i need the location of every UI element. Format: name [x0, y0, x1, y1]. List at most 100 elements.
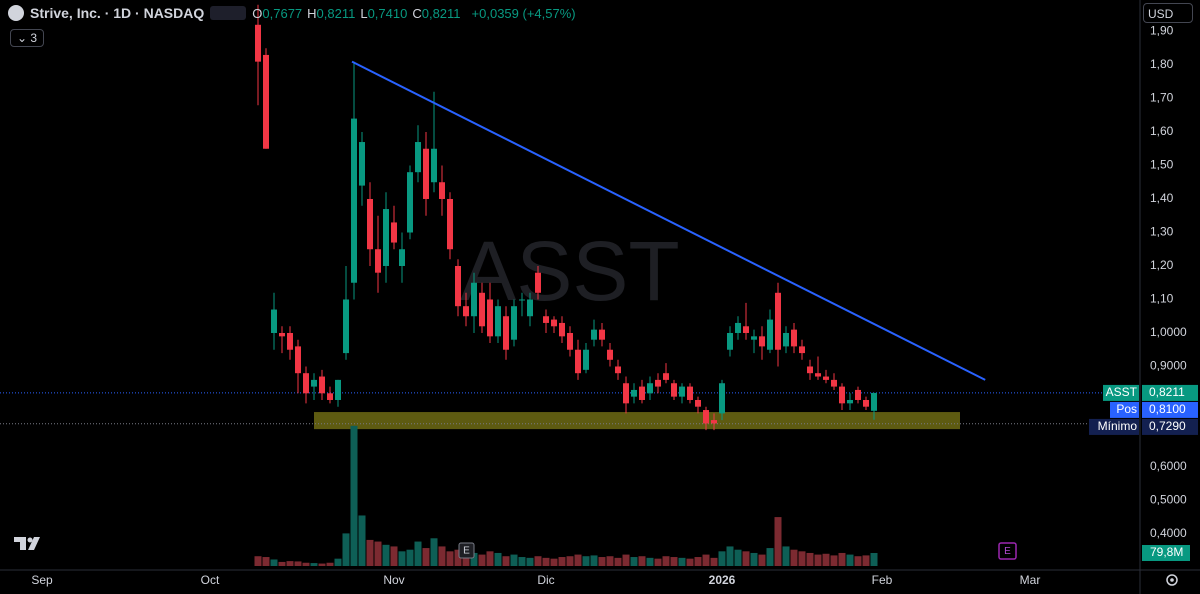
tag-name-box	[1089, 418, 1139, 435]
volume-bar	[862, 555, 870, 566]
candle-body	[839, 386, 845, 404]
x-tick-label: Sep	[31, 573, 53, 587]
candle-body	[287, 332, 293, 350]
candle-body	[503, 316, 509, 350]
y-tick-label: 1,50	[1150, 158, 1174, 172]
tag-value-box	[1142, 401, 1198, 418]
candle-body	[447, 198, 453, 250]
y-tick-label: 1,10	[1150, 292, 1174, 306]
candle-body	[423, 148, 429, 199]
volume-bar	[518, 557, 526, 566]
candle-body	[527, 299, 533, 317]
candle-body	[871, 392, 877, 411]
settings-icon[interactable]	[1166, 574, 1178, 586]
candle-body	[495, 306, 501, 337]
volume-bar	[390, 546, 398, 566]
y-tick-label: 0,9000	[1150, 359, 1187, 373]
candle-body	[671, 383, 677, 397]
candle-body	[583, 349, 589, 370]
volume-bar	[670, 557, 678, 566]
svg-text:E: E	[1004, 546, 1011, 557]
x-tick-label: 2026	[709, 573, 736, 587]
volume-bar	[414, 541, 422, 566]
earnings-icon: E	[458, 542, 475, 559]
x-tick-label: Feb	[872, 573, 893, 587]
volume-bar	[718, 551, 726, 566]
candle-body	[695, 399, 701, 407]
x-tick-label: Nov	[383, 573, 404, 587]
candle-body	[655, 379, 661, 387]
x-tick-label: Dic	[537, 573, 554, 587]
volume-bar	[622, 554, 630, 566]
ohlc-key: C	[412, 5, 422, 21]
tag-value-box	[1142, 384, 1198, 401]
candle-body	[383, 209, 389, 266]
svg-text:E: E	[463, 546, 470, 557]
candle-body	[847, 399, 853, 404]
candle-body	[783, 332, 789, 347]
volume-bar	[262, 557, 270, 566]
volume-bar	[854, 556, 862, 566]
candle-body	[343, 299, 349, 354]
tag-value: 0,7290	[1149, 419, 1186, 433]
y-tick-label: 0,6000	[1150, 459, 1187, 473]
candle-body	[455, 265, 461, 307]
volume-bar	[742, 551, 750, 566]
volume-bar	[486, 551, 494, 566]
candle-body	[535, 272, 541, 293]
volume-bar	[446, 551, 454, 566]
candle-body	[463, 306, 469, 317]
volume-bar	[310, 563, 318, 566]
candle-body	[391, 222, 397, 243]
volume-bar	[694, 557, 702, 566]
indicators-toggle[interactable]: ⌄ 3	[10, 29, 45, 47]
y-tick-label: 1,90	[1150, 24, 1174, 38]
candle-body	[855, 389, 861, 400]
volume-bar	[734, 549, 742, 566]
candle-body	[255, 24, 261, 62]
candle-body	[775, 292, 781, 350]
watermark: ASST	[460, 224, 679, 318]
volume-bar	[646, 557, 654, 566]
volume-bar	[454, 549, 462, 566]
volume-bar	[566, 556, 574, 566]
candle-body	[471, 282, 477, 317]
symbol-icon	[8, 5, 24, 21]
candle-body	[415, 142, 421, 173]
candle-body	[799, 346, 805, 354]
candle-body	[543, 316, 549, 323]
volume-bar	[462, 554, 470, 566]
volume-tag-box	[1142, 544, 1190, 561]
volume-bar	[254, 556, 262, 566]
candle-body	[559, 322, 565, 337]
volume-bar	[638, 556, 646, 566]
volume-bar	[406, 549, 414, 566]
ohlc-key: H	[307, 5, 317, 21]
candle-body	[575, 349, 581, 374]
y-tick-label: 1,40	[1150, 191, 1174, 205]
currency-button[interactable]: USD	[1143, 3, 1193, 23]
volume-bar	[286, 561, 294, 566]
y-tick-label: 1,80	[1150, 57, 1174, 71]
candle-body	[831, 379, 837, 387]
volume-bar	[710, 557, 718, 566]
candle-body	[567, 332, 573, 350]
volume-bar	[550, 558, 558, 566]
tag-value-box	[1142, 418, 1198, 435]
symbol[interactable]: Strive, Inc. · 1D · NASDAQ	[30, 5, 205, 21]
volume-bar	[606, 556, 614, 566]
volume-bar	[654, 558, 662, 566]
volume-bar	[838, 552, 846, 566]
candle-body	[311, 379, 317, 387]
plot	[0, 4, 1140, 566]
candle-body	[647, 383, 653, 394]
candle-body	[759, 336, 765, 347]
volume-bar	[366, 539, 374, 566]
candle-body	[815, 373, 821, 377]
candle-body	[719, 383, 725, 414]
candle-body	[863, 399, 869, 407]
trendline	[351, 60, 986, 381]
candle-body	[599, 329, 605, 340]
volume-bar	[382, 544, 390, 566]
